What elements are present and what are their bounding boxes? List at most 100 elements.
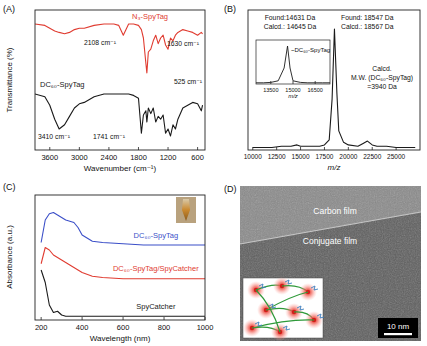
chart: 200 400 600 800 1000 Wavelength (nm) Absorbanc… bbox=[3, 182, 213, 343]
x-tick-label: 1000 bbox=[197, 323, 214, 332]
x-tick-label: 200 bbox=[35, 323, 48, 332]
tem-panel: (D) Carbon film Conjugate film 10 nm bbox=[224, 184, 421, 341]
annotation: =3940 Da bbox=[367, 83, 397, 90]
vial-photo bbox=[176, 197, 196, 223]
x-axis-label: m/z bbox=[328, 163, 341, 172]
inset-title: ~DC₆₀-SpyTag bbox=[291, 47, 330, 53]
protein bbox=[255, 322, 262, 326]
x-axis-label: Wavenumber (cm⁻¹) bbox=[84, 164, 157, 173]
x-axis-label: Wavelength (nm) bbox=[90, 334, 151, 343]
annotation: Calcd.: 14645 Da bbox=[264, 23, 317, 30]
annotation: Calcd. bbox=[372, 65, 391, 72]
x-tick-label: 600 bbox=[191, 153, 204, 162]
panel-label: (B) bbox=[224, 4, 236, 14]
protein bbox=[317, 314, 324, 318]
protein bbox=[297, 306, 304, 310]
plot-frame bbox=[35, 10, 205, 150]
protein bbox=[285, 280, 292, 284]
x-tick-label: 1200 bbox=[160, 153, 177, 162]
annotation: 525 cm⁻¹ bbox=[174, 78, 203, 85]
x-tick-label: 10000 bbox=[244, 153, 262, 160]
protein bbox=[259, 284, 266, 288]
y-axis-label: Absorbance (a.u.) bbox=[5, 225, 14, 289]
spectrum-line bbox=[41, 248, 205, 279]
spectrum-line bbox=[35, 24, 203, 73]
x-tick bbox=[205, 317, 206, 320]
plot-frame bbox=[248, 10, 420, 150]
spectrum-line bbox=[41, 270, 205, 316]
y-axis-label: Transmittance (%) bbox=[5, 47, 14, 112]
x-tick bbox=[324, 147, 325, 150]
protein bbox=[311, 286, 318, 290]
tem-noise bbox=[240, 186, 421, 341]
figure: 36003000240018001200600Wavenumber (cm⁻¹)… bbox=[0, 0, 427, 346]
annotation: 1741 cm⁻¹ bbox=[93, 133, 126, 140]
x-tick bbox=[49, 147, 50, 150]
x-tick bbox=[82, 317, 83, 320]
spectrum-line bbox=[253, 29, 415, 147]
x-tick-label: 12500 bbox=[268, 153, 286, 160]
x-tick bbox=[372, 147, 373, 150]
scale-bar bbox=[384, 333, 412, 335]
x-axis-label: m/z bbox=[288, 93, 298, 99]
vial bbox=[182, 199, 190, 221]
x-tick-label: 13500 bbox=[263, 87, 278, 93]
series-label: N₃-SpyTag bbox=[132, 12, 168, 21]
plot-background bbox=[256, 40, 330, 84]
x-tick-label: 1800 bbox=[130, 153, 147, 162]
x-tick bbox=[315, 81, 316, 84]
panel-label: (D) bbox=[224, 184, 237, 194]
chart: 10000125001500017500200002250025000m/z(B… bbox=[224, 4, 420, 172]
x-tick bbox=[276, 147, 277, 150]
series-label: DC₆₀-SpyTag bbox=[134, 231, 178, 240]
scale-bar-label: 10 nm bbox=[387, 322, 410, 331]
x-tick bbox=[108, 147, 109, 150]
x-tick bbox=[168, 147, 169, 150]
protein bbox=[283, 326, 290, 330]
chart: 36003000240018001200600Wavenumber (cm⁻¹)… bbox=[3, 4, 205, 173]
plot-area bbox=[35, 24, 203, 136]
x-tick-label: 16500 bbox=[308, 87, 323, 93]
x-tick bbox=[41, 317, 42, 320]
annotation: 2108 cm⁻¹ bbox=[84, 39, 117, 46]
x-tick-label: 800 bbox=[158, 323, 171, 332]
annotation: 3410 cm⁻¹ bbox=[38, 133, 71, 140]
series-label: DC₆₀-SpyTag bbox=[40, 80, 84, 89]
x-tick bbox=[79, 147, 80, 150]
inset-chart: 13500 15000 16500 m/z ~DC₆₀-SpyTag bbox=[256, 40, 330, 99]
panel-label: (C) bbox=[3, 182, 16, 192]
x-tick-label: 17500 bbox=[315, 153, 333, 160]
x-tick-label: 400 bbox=[76, 323, 89, 332]
tem-background bbox=[240, 186, 421, 341]
x-tick-label: 600 bbox=[117, 323, 130, 332]
x-tick-label: 20000 bbox=[339, 153, 357, 160]
x-tick-label: 3000 bbox=[71, 153, 88, 162]
scale-bar-box bbox=[378, 318, 418, 338]
protein-link bbox=[256, 290, 280, 332]
spectrum-line bbox=[256, 46, 330, 83]
x-tick-label: 15000 bbox=[285, 87, 300, 93]
x-tick bbox=[138, 147, 139, 150]
region-label: Carbon film bbox=[313, 206, 356, 216]
x-tick bbox=[164, 317, 165, 320]
x-tick bbox=[348, 147, 349, 150]
x-tick bbox=[300, 147, 301, 150]
x-tick-label: 3600 bbox=[41, 153, 58, 162]
plot-area bbox=[41, 213, 205, 317]
series-label: DC₆₀-SpyTag/SpyCatcher bbox=[113, 264, 199, 273]
series-label: SpyCatcher bbox=[136, 302, 176, 311]
plot-frame bbox=[35, 195, 205, 320]
x-tick bbox=[396, 147, 397, 150]
region-label: Conjugate film bbox=[303, 236, 357, 246]
annotation: M.W. (DC₆₀-SpyTag) bbox=[351, 74, 413, 82]
x-tick bbox=[270, 81, 271, 84]
annotation: 1630 cm⁻¹ bbox=[167, 40, 200, 47]
x-tick bbox=[252, 147, 253, 150]
spectrum-line bbox=[35, 94, 203, 136]
annotation: Found: 18547 Da bbox=[341, 14, 394, 21]
annotation: Found:14631 Da bbox=[265, 14, 316, 21]
x-tick-label: 22500 bbox=[363, 153, 381, 160]
x-tick bbox=[197, 147, 198, 150]
x-tick bbox=[293, 81, 294, 84]
x-tick-label: 15000 bbox=[292, 153, 310, 160]
